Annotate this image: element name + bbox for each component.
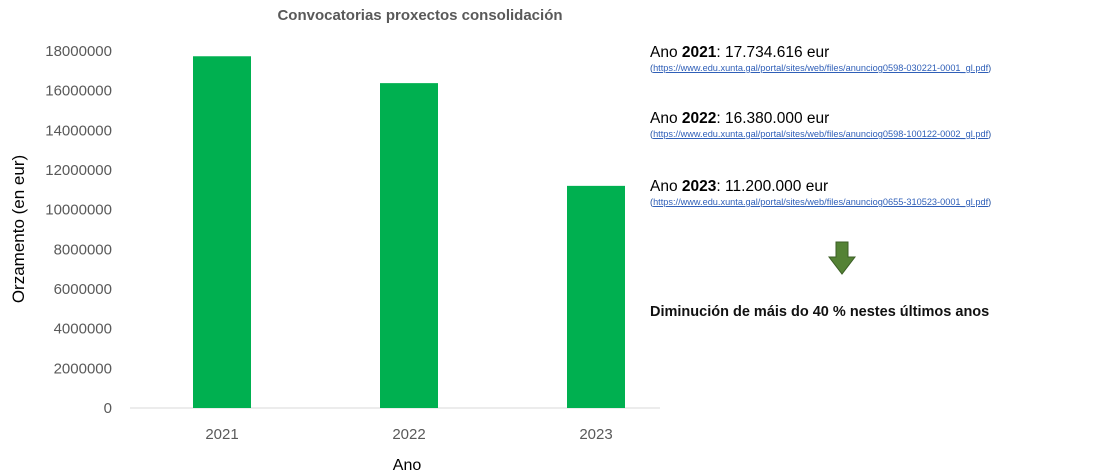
x-axis-ticks: 2021 2022 2023 — [205, 426, 612, 443]
y-axis-label: Orzamento (en eur) — [9, 155, 28, 303]
annotation-2023: Ano 2023: 11.200.000 eur (https://www.ed… — [650, 178, 991, 207]
down-arrow-icon — [828, 241, 856, 275]
annotation-year: 2023 — [681, 178, 717, 195]
annotation-prefix: Ano — [650, 178, 682, 195]
source-link-2021[interactable]: (https://www.edu.xunta.gal/portal/sites/… — [650, 63, 992, 73]
bar-chart: Convocatorias proxectos consolidación Or… — [9, 7, 660, 474]
x-axis-label: Ano — [393, 457, 422, 474]
y-tick-label: 0 — [104, 400, 112, 417]
y-tick-label: 6000000 — [54, 281, 112, 298]
annotation-amount: : 11.200.000 eur — [716, 178, 829, 195]
x-tick-label: 2023 — [579, 426, 612, 443]
x-tick-label: 2022 — [392, 426, 425, 443]
source-url[interactable]: https://www.edu.xunta.gal/portal/sites/w… — [653, 197, 989, 207]
y-axis-ticks: 0 2000000 4000000 6000000 8000000 10000000 120… — [45, 43, 112, 417]
annotation-2022: Ano 2022: 16.380.000 eur (https://www.ed… — [650, 110, 991, 139]
annotation-amount: : 16.380.000 eur — [716, 110, 830, 127]
x-tick-label: 2021 — [205, 426, 238, 443]
annotation-text: Ano 2021: 17.734.616 eur — [650, 44, 991, 62]
y-tick-label: 18000000 — [45, 43, 112, 60]
y-tick-label: 10000000 — [45, 202, 112, 219]
chart-title: Convocatorias proxectos consolidación — [277, 7, 562, 24]
source-link-2022[interactable]: (https://www.edu.xunta.gal/portal/sites/… — [650, 129, 992, 139]
y-tick-label: 16000000 — [45, 83, 112, 100]
source-link-2023[interactable]: (https://www.edu.xunta.gal/portal/sites/… — [650, 197, 992, 207]
annotation-amount: : 17.734.616 eur — [716, 44, 830, 61]
conclusion-text: Diminución de máis do 40 % nestes último… — [650, 304, 990, 320]
annotation-text: Ano 2022: 16.380.000 eur — [650, 110, 991, 128]
y-tick-label: 2000000 — [54, 360, 112, 377]
annotation-year: 2021 — [681, 44, 717, 61]
annotation-prefix: Ano — [650, 110, 682, 127]
annotation-prefix: Ano — [650, 44, 682, 61]
bar-2023 — [567, 185, 625, 408]
y-tick-label: 4000000 — [54, 321, 112, 338]
y-tick-label: 14000000 — [45, 122, 112, 139]
bars-group — [193, 56, 625, 408]
y-tick-label: 12000000 — [45, 162, 112, 179]
annotation-2021: Ano 2021: 17.734.616 eur (https://www.ed… — [650, 44, 991, 73]
annotation-text: Ano 2023: 11.200.000 eur — [650, 178, 991, 196]
source-url[interactable]: https://www.edu.xunta.gal/portal/sites/w… — [653, 129, 989, 139]
y-tick-label: 8000000 — [54, 241, 112, 258]
source-url[interactable]: https://www.edu.xunta.gal/portal/sites/w… — [653, 63, 989, 73]
bar-2022 — [380, 83, 438, 408]
bar-2021 — [193, 56, 251, 408]
annotation-year: 2022 — [681, 110, 717, 127]
